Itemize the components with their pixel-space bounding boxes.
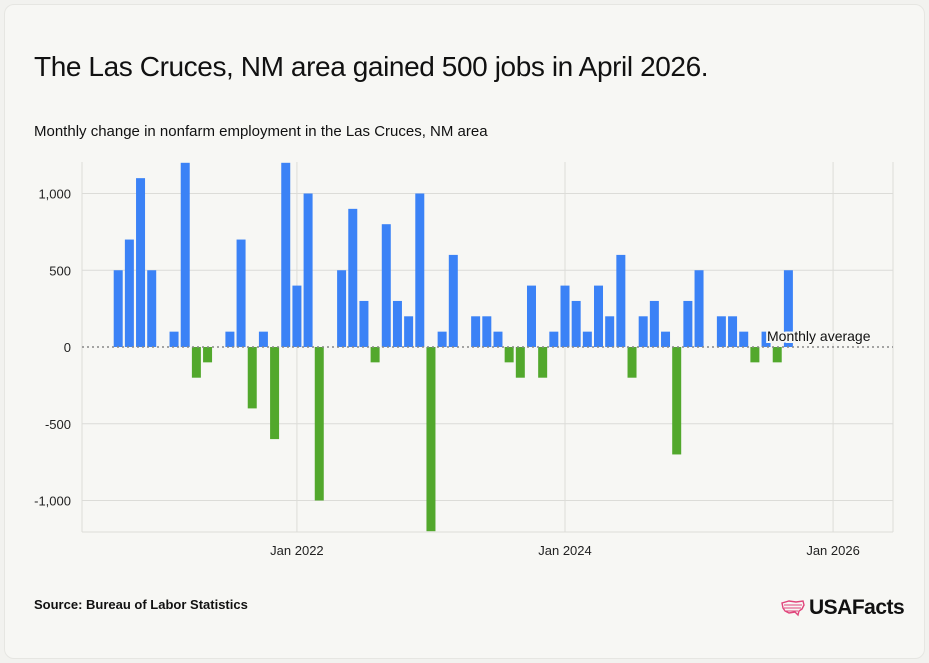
bar-gain bbox=[616, 254, 626, 347]
bar-loss bbox=[370, 347, 380, 363]
bar-gain bbox=[404, 316, 414, 347]
bar-loss bbox=[772, 347, 782, 363]
y-tick-label: -500 bbox=[45, 417, 71, 432]
bar-gain bbox=[303, 193, 313, 347]
source-note: Source: Bureau of Labor Statistics bbox=[34, 597, 248, 612]
chart-subtitle: Monthly change in nonfarm employment in … bbox=[34, 123, 488, 140]
bar-loss bbox=[314, 347, 324, 501]
usafacts-logo[interactable]: USAFacts bbox=[781, 595, 905, 621]
bar-loss bbox=[203, 347, 213, 363]
bar-gain bbox=[471, 316, 481, 347]
bar-loss bbox=[270, 347, 280, 440]
y-tick-label: -1,000 bbox=[34, 494, 71, 509]
bar-gain bbox=[739, 331, 749, 347]
bar-gain bbox=[337, 270, 347, 347]
bar-loss bbox=[750, 347, 760, 363]
bar-gain bbox=[549, 331, 559, 347]
y-tick-label: 500 bbox=[49, 263, 71, 278]
bar-gain bbox=[124, 239, 134, 347]
bar-gain bbox=[348, 208, 358, 347]
bar-gain bbox=[281, 162, 291, 347]
bar-gain bbox=[381, 224, 391, 347]
bar-gain bbox=[661, 331, 671, 347]
bar-gain bbox=[236, 239, 246, 347]
bar-loss bbox=[538, 347, 548, 378]
bar-loss bbox=[627, 347, 637, 378]
bar-gain bbox=[292, 285, 302, 347]
bar-gain bbox=[649, 300, 659, 347]
bar-loss bbox=[672, 347, 682, 455]
bar-gain bbox=[437, 331, 447, 347]
bar-gain bbox=[716, 316, 726, 347]
bar-gain bbox=[526, 285, 536, 347]
bar-gain bbox=[582, 331, 592, 347]
bar-gain bbox=[113, 270, 123, 347]
bar-gain bbox=[359, 300, 369, 347]
bar-gain bbox=[147, 270, 157, 347]
bar-loss bbox=[191, 347, 201, 378]
bar-gain bbox=[392, 300, 402, 347]
bar-gain bbox=[594, 285, 604, 347]
bar-gain bbox=[180, 162, 190, 347]
brand-name: USAFacts bbox=[809, 596, 905, 619]
bar-gain bbox=[136, 178, 146, 347]
bar-gain bbox=[728, 316, 738, 347]
bar-gain bbox=[761, 331, 771, 347]
bar-loss bbox=[247, 347, 257, 409]
bar-gain bbox=[694, 270, 704, 347]
bar-gain bbox=[571, 300, 581, 347]
bar-gain bbox=[448, 254, 458, 347]
x-tick-label: Jan 2026 bbox=[806, 543, 860, 558]
bar-loss bbox=[426, 347, 436, 532]
bar-gain bbox=[415, 193, 425, 347]
us-map-icon bbox=[781, 600, 805, 617]
x-tick-label: Jan 2024 bbox=[538, 543, 592, 558]
monthly-average-label: Monthly average bbox=[767, 328, 871, 344]
bar-gain bbox=[225, 331, 235, 347]
x-tick-label: Jan 2022 bbox=[270, 543, 324, 558]
bar-gain bbox=[482, 316, 492, 347]
bar-loss bbox=[515, 347, 525, 378]
chart-title: The Las Cruces, NM area gained 500 jobs … bbox=[34, 51, 709, 82]
bar-gain bbox=[560, 285, 570, 347]
bar-gain bbox=[258, 331, 268, 347]
y-tick-label: 0 bbox=[64, 340, 71, 355]
bar-gain bbox=[638, 316, 648, 347]
bar-gain bbox=[605, 316, 615, 347]
bar-gain bbox=[783, 270, 793, 347]
bar-gain bbox=[683, 300, 693, 347]
y-tick-label: 1,000 bbox=[38, 187, 71, 202]
bar-gain bbox=[493, 331, 503, 347]
bar-loss bbox=[504, 347, 514, 363]
chart-card: The Las Cruces, NM area gained 500 jobs … bbox=[4, 4, 925, 659]
bar-gain bbox=[169, 331, 179, 347]
